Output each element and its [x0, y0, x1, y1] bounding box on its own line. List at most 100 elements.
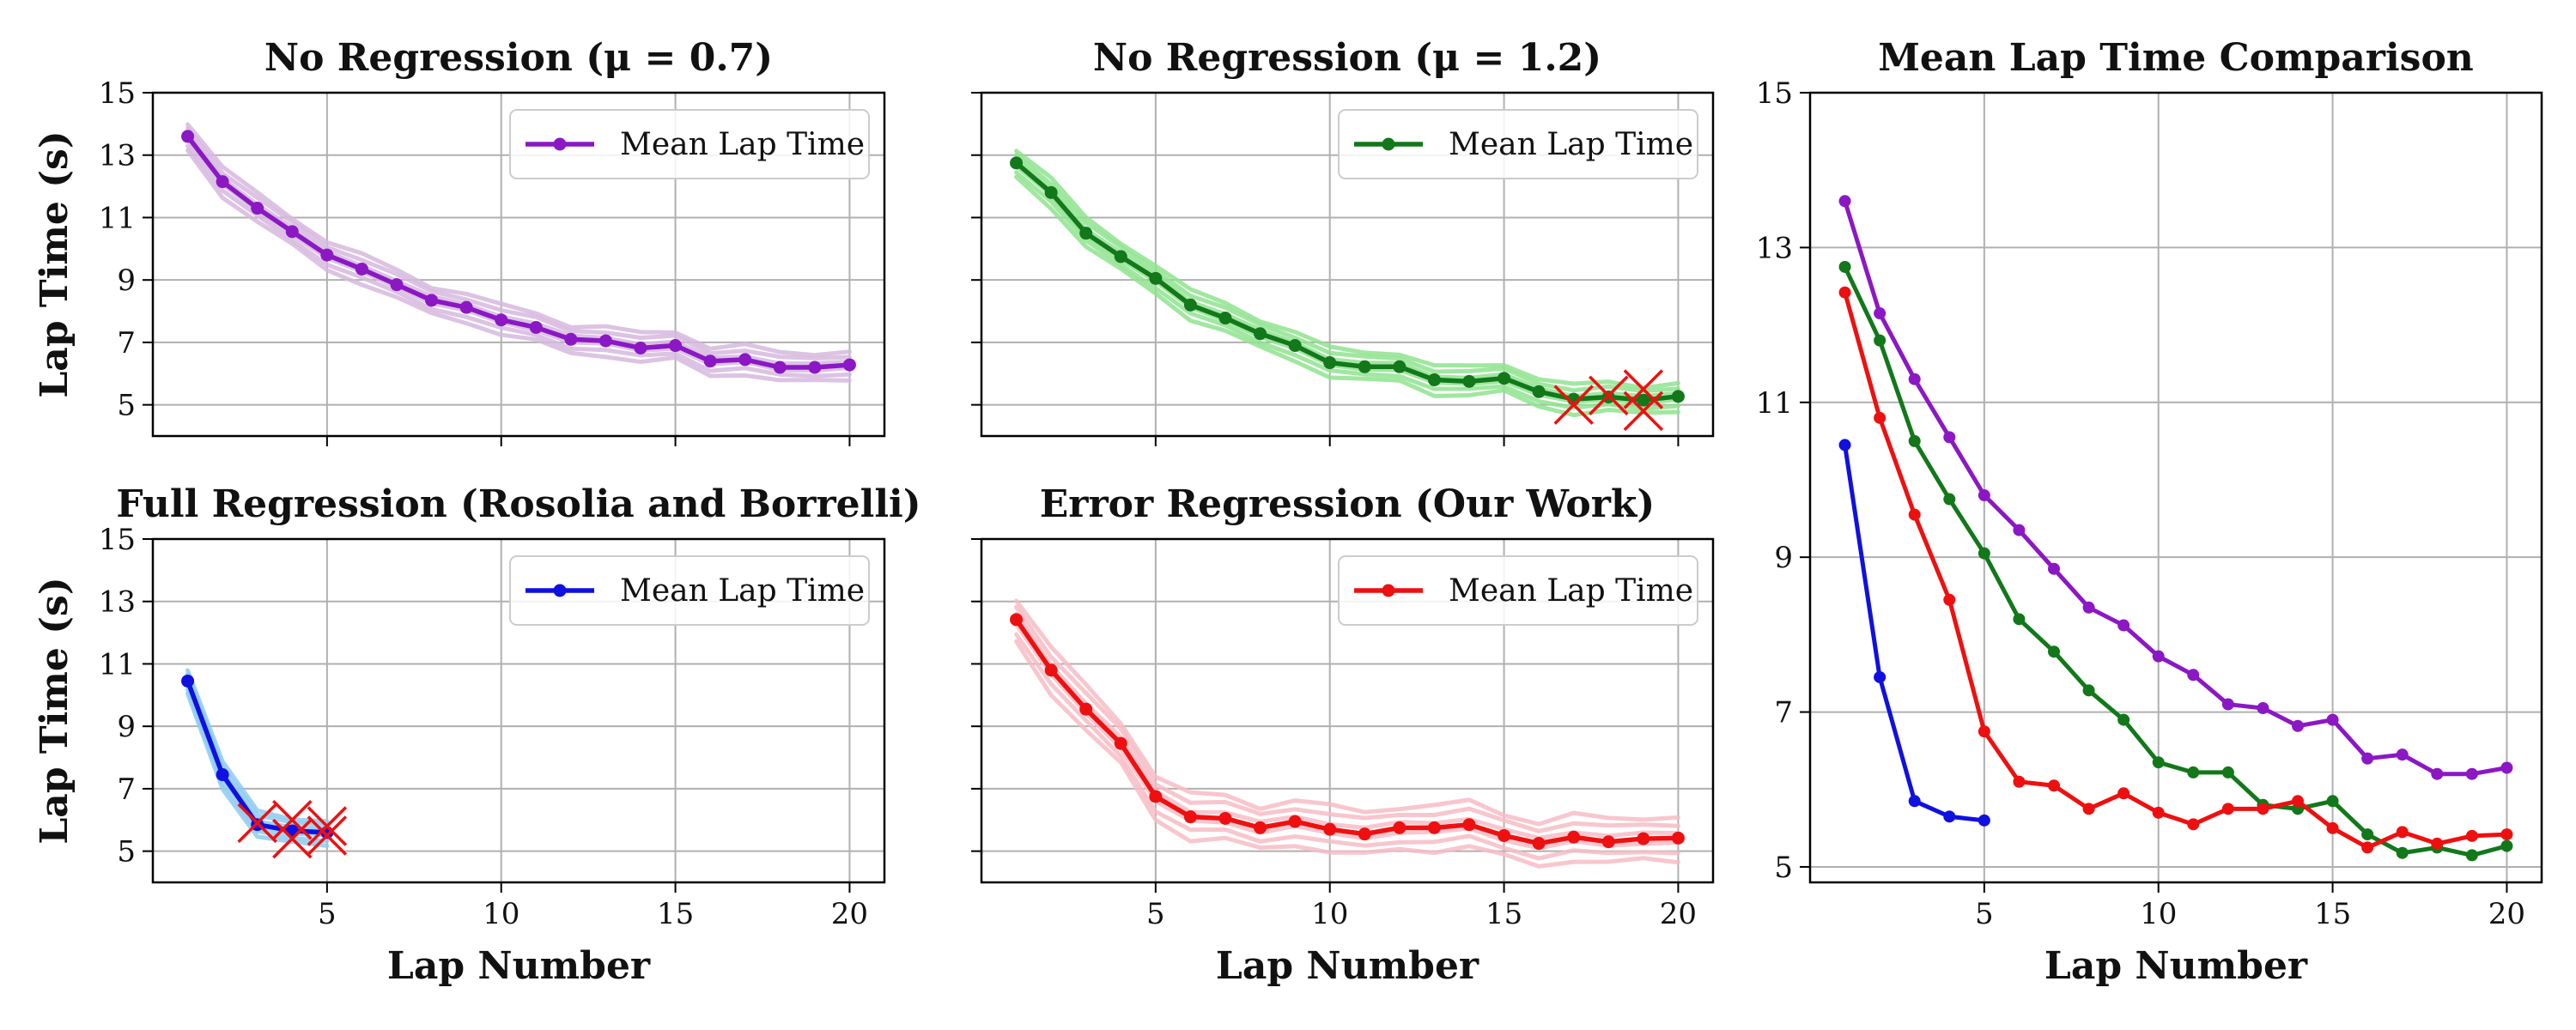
data-point — [2500, 828, 2513, 841]
x-tick-label: 10 — [2140, 897, 2177, 931]
failure-marker — [307, 806, 348, 846]
series-line-blue — [1843, 442, 1987, 823]
data-point — [2221, 766, 2234, 779]
data-point — [1838, 439, 1851, 451]
panel-p5: 5 10 15 20 5 7 9 11 13 15 Mean Lap Time Comparison… — [1756, 36, 2543, 988]
data-point — [181, 674, 195, 688]
data-point — [1532, 385, 1546, 398]
y-tick-label: 9 — [1774, 541, 1793, 575]
data-point — [1358, 827, 1371, 841]
failure-marker — [1623, 391, 1664, 432]
x-tick-label: 15 — [657, 897, 694, 931]
y-tick-label: 7 — [1774, 696, 1793, 730]
data-point — [2431, 767, 2444, 780]
data-point — [1079, 702, 1093, 716]
legend-label: Mean Lap Time — [620, 127, 865, 162]
data-point — [425, 294, 439, 307]
data-point — [2082, 803, 2095, 815]
run-line — [1014, 157, 1680, 399]
mean-line — [1013, 161, 1681, 403]
data-point — [1908, 434, 1921, 447]
legend-marker — [1382, 137, 1395, 151]
data-point — [181, 130, 195, 143]
run-line — [185, 122, 852, 358]
y-tick-label: 13 — [1756, 231, 1793, 265]
y-tick-label: 13 — [99, 585, 136, 620]
legend-frame — [509, 109, 870, 179]
y-tick-label: 13 — [99, 139, 136, 173]
y-tick-label: 9 — [117, 264, 136, 298]
data-point — [2396, 846, 2409, 859]
data-point — [1838, 195, 1851, 208]
legend-frame — [509, 555, 870, 626]
data-point — [1254, 821, 1267, 834]
x-tick-label: 20 — [831, 897, 868, 931]
y-tick-label: 11 — [99, 201, 136, 235]
data-point — [459, 300, 473, 314]
data-point — [2257, 803, 2269, 815]
data-point — [1908, 508, 1921, 521]
y-tick-label: 11 — [99, 647, 136, 682]
data-point — [2048, 562, 2060, 575]
data-point — [1288, 815, 1302, 828]
y-axis-label: Lap Time (s) — [33, 130, 76, 397]
y-tick-label: 15 — [99, 76, 136, 111]
data-point — [634, 341, 647, 354]
data-point — [2361, 828, 2374, 841]
failure-marker — [237, 803, 277, 844]
legend-marker — [1382, 584, 1395, 597]
series-line-green — [1843, 264, 2509, 857]
y-tick-label: 5 — [117, 389, 136, 423]
panel-p4: 5 10 15 20 Error Regression (Our Work) Lap Nu… — [971, 482, 1715, 988]
data-point — [1637, 832, 1650, 845]
data-point — [216, 175, 229, 189]
data-point — [1943, 810, 1956, 823]
x-axis-label: Lap Number — [387, 944, 651, 988]
run-line — [1014, 632, 1680, 861]
data-point — [2152, 756, 2165, 769]
data-point — [1908, 373, 1921, 385]
run-line — [185, 148, 852, 383]
legend: Mean Lap Time — [1338, 109, 1698, 179]
data-point — [1671, 390, 1685, 403]
x-tick-label: 5 — [1146, 897, 1165, 931]
data-point — [355, 262, 368, 276]
y-tick-label: 5 — [1774, 851, 1793, 885]
data-point — [1874, 334, 1886, 347]
legend-label: Mean Lap Time — [1449, 127, 1693, 162]
data-point — [2013, 524, 2026, 536]
data-point — [1567, 830, 1581, 844]
data-point — [1114, 736, 1127, 750]
data-point — [1254, 327, 1267, 341]
run-line — [185, 125, 852, 360]
data-point — [2431, 837, 2444, 850]
data-point — [2396, 748, 2409, 761]
data-point — [1838, 260, 1851, 273]
data-point — [2326, 713, 2339, 726]
panel-title: No Regression (μ = 0.7) — [264, 36, 773, 80]
data-point — [1671, 831, 1685, 845]
data-point — [320, 248, 334, 262]
axes-frame — [980, 537, 1715, 884]
x-tick-label: 15 — [2314, 897, 2351, 931]
data-point — [1874, 307, 1886, 320]
data-point — [1393, 360, 1406, 373]
data-point — [1462, 818, 1476, 832]
data-point — [1908, 795, 1921, 808]
data-point — [495, 313, 508, 327]
panel-title: Error Regression (Our Work) — [1040, 482, 1655, 526]
data-point — [842, 358, 856, 372]
data-point — [2465, 849, 2478, 862]
data-point — [1637, 393, 1650, 407]
data-point — [2187, 818, 2200, 831]
data-point — [1149, 790, 1163, 803]
data-point — [2257, 702, 2269, 715]
data-point — [1427, 821, 1441, 834]
data-point — [1044, 185, 1058, 199]
legend: Mean Lap Time — [509, 555, 870, 626]
data-point — [1323, 822, 1337, 836]
data-point — [251, 202, 264, 215]
legend-marker — [553, 584, 567, 597]
x-tick-label: 5 — [318, 897, 337, 931]
y-tick-label: 7 — [117, 772, 136, 807]
